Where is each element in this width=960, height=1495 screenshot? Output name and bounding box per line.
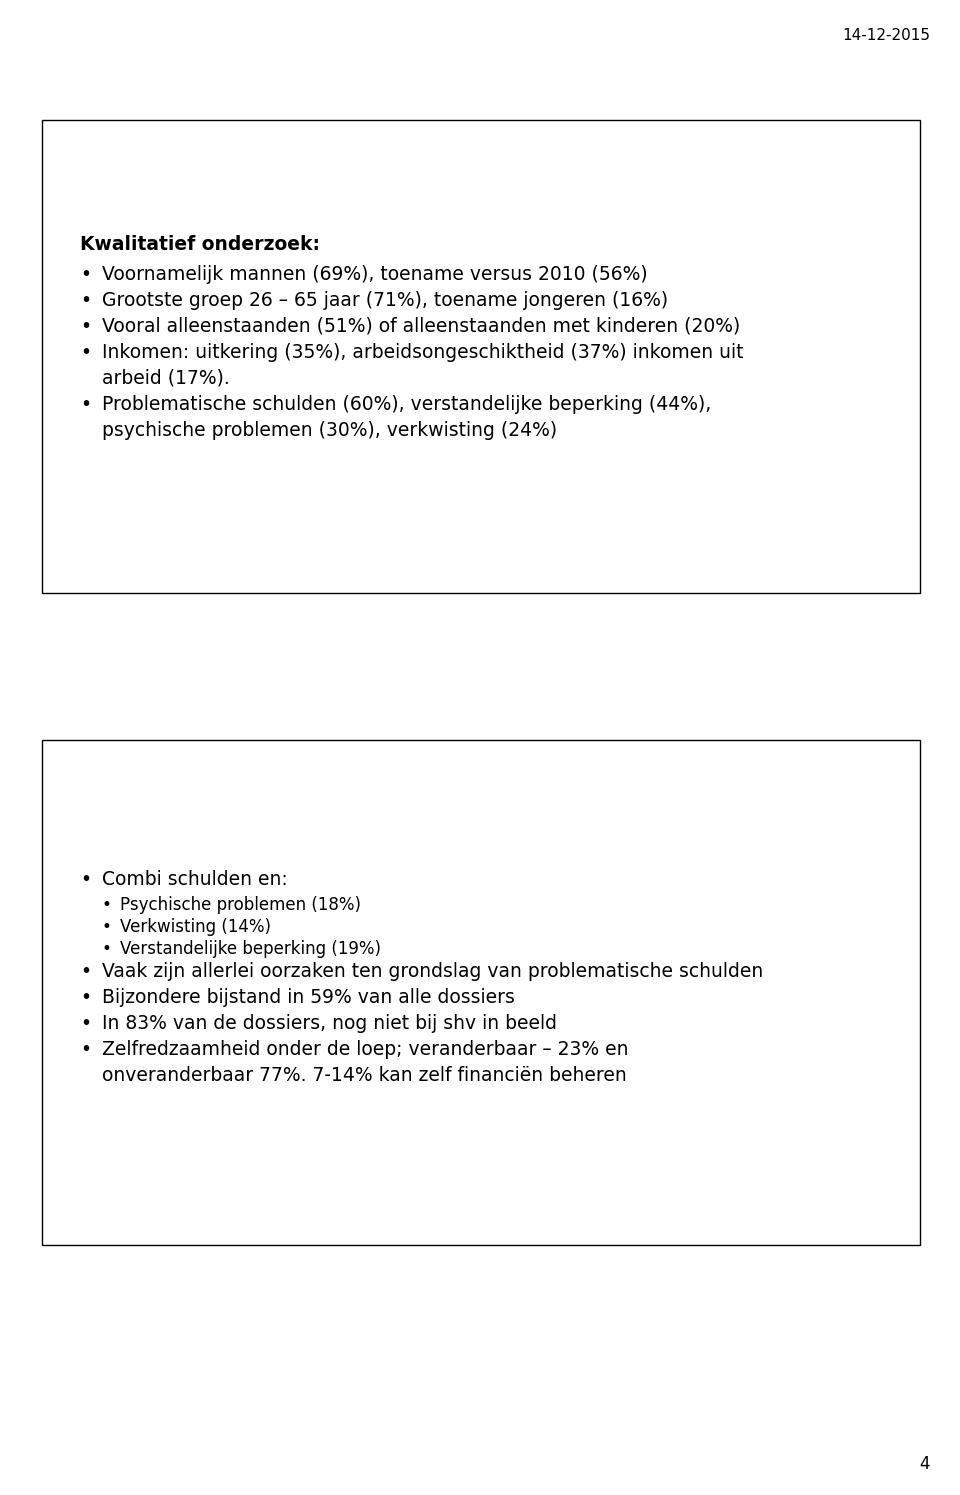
Text: Vooral alleenstaanden (51%) of alleenstaanden met kinderen (20%): Vooral alleenstaanden (51%) of alleensta… [102,317,740,336]
Text: •: • [80,961,91,981]
Text: •: • [80,1014,91,1033]
Text: •: • [80,342,91,362]
Text: psychische problemen (30%), verkwisting (24%): psychische problemen (30%), verkwisting … [102,422,557,440]
Text: •: • [80,1041,91,1058]
Text: onveranderbaar 77%. 7-14% kan zelf financiën beheren: onveranderbaar 77%. 7-14% kan zelf finan… [102,1066,627,1085]
Bar [42,120,920,594]
Text: •: • [102,918,112,936]
Text: Verkwisting (14%): Verkwisting (14%) [120,918,271,936]
Text: In 83% van de dossiers, nog niet bij shv in beeld: In 83% van de dossiers, nog niet bij shv… [102,1014,557,1033]
Text: Verstandelijke beperking (19%): Verstandelijke beperking (19%) [120,940,381,958]
Text: •: • [80,265,91,284]
Text: 4: 4 [920,1455,930,1473]
Bar [42,740,920,1245]
Text: •: • [80,988,91,1008]
Text: Problematische schulden (60%), verstandelijke beperking (44%),: Problematische schulden (60%), verstande… [102,395,711,414]
Text: Psychische problemen (18%): Psychische problemen (18%) [120,896,361,913]
Text: Voornamelijk mannen (69%), toename versus 2010 (56%): Voornamelijk mannen (69%), toename versu… [102,265,648,284]
Text: •: • [80,317,91,336]
Text: 14-12-2015: 14-12-2015 [842,28,930,43]
Text: Kwalitatief onderzoek:: Kwalitatief onderzoek: [80,235,320,254]
Text: •: • [80,292,91,309]
Text: •: • [102,940,112,958]
Text: Vaak zijn allerlei oorzaken ten grondslag van problematische schulden: Vaak zijn allerlei oorzaken ten grondsla… [102,961,763,981]
Text: •: • [80,395,91,414]
Text: arbeid (17%).: arbeid (17%). [102,369,229,389]
Text: Zelfredzaamheid onder de loep; veranderbaar – 23% en: Zelfredzaamheid onder de loep; veranderb… [102,1041,629,1058]
Text: Combi schulden en:: Combi schulden en: [102,870,288,890]
Text: •: • [80,870,91,890]
Text: Grootste groep 26 – 65 jaar (71%), toename jongeren (16%): Grootste groep 26 – 65 jaar (71%), toena… [102,292,668,309]
Text: Bijzondere bijstand in 59% van alle dossiers: Bijzondere bijstand in 59% van alle doss… [102,988,515,1008]
Text: •: • [102,896,112,913]
Text: Inkomen: uitkering (35%), arbeidsongeschiktheid (37%) inkomen uit: Inkomen: uitkering (35%), arbeidsongesch… [102,342,743,362]
